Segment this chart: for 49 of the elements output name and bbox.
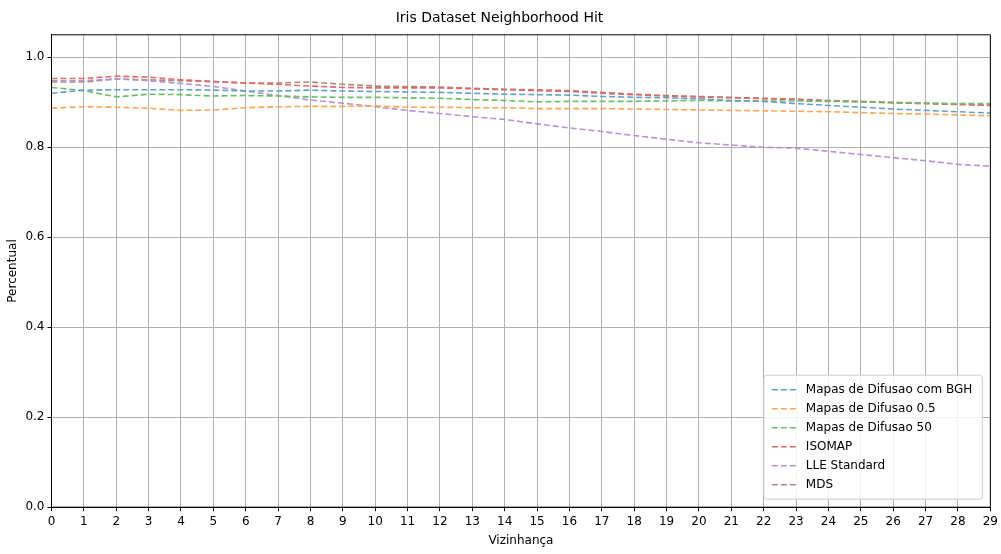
x-tick-label: 15 — [529, 513, 545, 528]
x-tick-label: 11 — [399, 513, 416, 528]
x-tick-label: 17 — [594, 513, 610, 528]
x-tick-label: 4 — [177, 513, 185, 528]
x-tick-label: 6 — [241, 513, 250, 528]
legend-label: MDS — [805, 476, 834, 491]
x-tick-label: 0 — [47, 513, 56, 528]
x-tick-label: 19 — [658, 513, 675, 528]
y-tick-label: 0.8 — [25, 139, 45, 154]
x-tick-label: 13 — [464, 513, 480, 528]
x-tick-label: 22 — [756, 513, 772, 528]
chart-title: Iris Dataset Neighborhood Hit — [395, 9, 604, 26]
line-series — [51, 105, 991, 117]
y-tick-label: 1.0 — [25, 49, 45, 64]
x-tick-label: 16 — [561, 513, 578, 528]
y-tick-label: 0.4 — [25, 319, 45, 334]
line-series — [51, 78, 991, 167]
x-tick-label: 27 — [917, 513, 934, 528]
x-tick-label: 20 — [691, 513, 707, 528]
line-series — [51, 88, 991, 114]
x-tick-label: 10 — [367, 513, 383, 528]
x-tick-label: 28 — [950, 513, 966, 528]
y-axis-title: Percentual — [5, 239, 20, 303]
x-tick-label: 8 — [306, 513, 315, 528]
x-tick-label: 1 — [80, 513, 88, 528]
legend-label: LLE Standard — [805, 457, 886, 472]
legend-label: ISOMAP — [805, 438, 853, 453]
x-tick-label: 9 — [339, 513, 347, 528]
legend-label: Mapas de Difusao 50 — [805, 419, 932, 434]
x-tick-label: 26 — [885, 513, 901, 528]
x-tick-label: 5 — [209, 513, 218, 528]
x-tick-label: 7 — [274, 513, 282, 528]
x-tick-label: 21 — [723, 513, 739, 528]
x-tick-label: 23 — [788, 513, 804, 528]
y-tick-label: 0.0 — [25, 499, 45, 514]
line-series — [51, 86, 991, 105]
x-tick-label: 14 — [497, 513, 513, 528]
x-axis-title: Vizinhança — [488, 532, 554, 547]
x-tick-label: 2 — [112, 513, 121, 528]
x-tick-label: 25 — [853, 513, 869, 528]
x-tick-label: 24 — [820, 513, 837, 528]
x-tick-label: 18 — [626, 513, 642, 528]
y-tick-label: 0.6 — [25, 229, 45, 244]
legend-label: Mapas de Difusao com BGH — [805, 381, 973, 396]
x-tick-label: 29 — [982, 513, 999, 528]
x-tick-label: 3 — [144, 513, 153, 528]
y-tick-label: 0.2 — [25, 409, 45, 424]
legend-label: Mapas de Difusao 0.5 — [805, 400, 936, 415]
x-tick-label: 12 — [432, 513, 448, 528]
